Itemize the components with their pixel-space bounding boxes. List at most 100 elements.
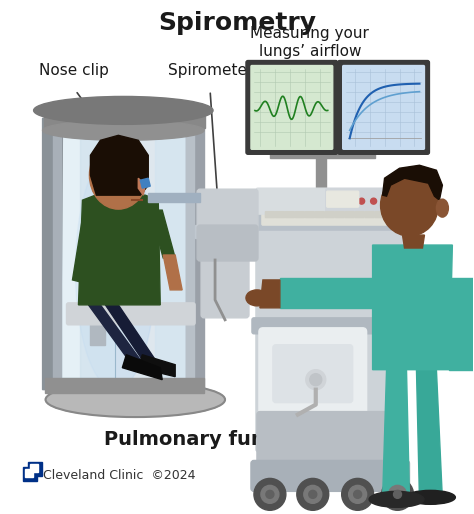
Polygon shape (163, 255, 182, 290)
FancyBboxPatch shape (343, 65, 424, 149)
Ellipse shape (90, 141, 147, 209)
Circle shape (310, 374, 322, 386)
FancyBboxPatch shape (365, 212, 374, 217)
FancyBboxPatch shape (197, 189, 258, 233)
Polygon shape (417, 370, 442, 499)
Text: Measuring your
lungs’ airflow: Measuring your lungs’ airflow (250, 26, 369, 59)
FancyBboxPatch shape (29, 465, 37, 472)
FancyBboxPatch shape (305, 212, 314, 217)
FancyBboxPatch shape (275, 212, 284, 217)
FancyBboxPatch shape (23, 467, 36, 482)
Polygon shape (270, 149, 320, 158)
Circle shape (389, 485, 407, 503)
FancyBboxPatch shape (262, 209, 393, 225)
Ellipse shape (46, 382, 225, 417)
FancyBboxPatch shape (201, 252, 249, 318)
Circle shape (261, 485, 279, 503)
FancyBboxPatch shape (325, 212, 334, 217)
Circle shape (304, 485, 322, 503)
Polygon shape (280, 278, 373, 308)
Circle shape (342, 479, 374, 510)
Polygon shape (122, 355, 162, 380)
Polygon shape (138, 355, 175, 377)
Circle shape (266, 490, 274, 499)
Ellipse shape (34, 97, 213, 124)
Polygon shape (383, 370, 410, 499)
Circle shape (297, 479, 329, 510)
FancyBboxPatch shape (259, 328, 366, 416)
FancyBboxPatch shape (251, 65, 333, 149)
Polygon shape (81, 120, 190, 384)
Polygon shape (449, 278, 474, 370)
Ellipse shape (43, 120, 204, 140)
Polygon shape (200, 218, 212, 260)
Polygon shape (91, 320, 105, 345)
FancyBboxPatch shape (327, 191, 359, 207)
Circle shape (382, 479, 413, 510)
Polygon shape (195, 225, 230, 238)
Polygon shape (53, 118, 61, 390)
Polygon shape (373, 245, 452, 370)
Ellipse shape (381, 174, 438, 236)
FancyBboxPatch shape (25, 469, 33, 478)
Text: Nose clip: Nose clip (38, 64, 109, 79)
Ellipse shape (369, 491, 424, 507)
FancyBboxPatch shape (355, 212, 364, 217)
FancyBboxPatch shape (27, 463, 42, 476)
Ellipse shape (75, 150, 155, 390)
Polygon shape (383, 165, 442, 200)
Circle shape (371, 198, 376, 204)
Polygon shape (320, 149, 374, 158)
Text: Spirometer: Spirometer (168, 64, 254, 79)
FancyBboxPatch shape (345, 212, 354, 217)
FancyBboxPatch shape (256, 188, 328, 214)
Circle shape (346, 198, 353, 204)
Circle shape (393, 490, 401, 499)
Text: Cleveland Clinic  ©2024: Cleveland Clinic ©2024 (43, 469, 195, 482)
Polygon shape (61, 125, 115, 378)
Polygon shape (155, 125, 200, 378)
Polygon shape (91, 135, 148, 195)
FancyBboxPatch shape (285, 212, 294, 217)
FancyBboxPatch shape (335, 212, 344, 217)
Circle shape (254, 479, 286, 510)
Polygon shape (260, 280, 280, 308)
FancyBboxPatch shape (66, 303, 195, 325)
Polygon shape (186, 118, 194, 390)
Circle shape (359, 198, 365, 204)
FancyBboxPatch shape (251, 461, 410, 491)
Polygon shape (105, 305, 155, 360)
Polygon shape (402, 235, 424, 248)
Circle shape (306, 370, 326, 390)
Polygon shape (148, 193, 200, 202)
Ellipse shape (246, 290, 268, 306)
Circle shape (349, 485, 366, 503)
FancyBboxPatch shape (252, 206, 409, 230)
Polygon shape (138, 178, 145, 195)
FancyBboxPatch shape (337, 61, 429, 154)
FancyBboxPatch shape (256, 218, 404, 451)
Polygon shape (140, 178, 150, 188)
Polygon shape (316, 131, 326, 212)
Circle shape (335, 198, 341, 204)
Text: Pulmonary function test: Pulmonary function test (104, 430, 370, 449)
FancyBboxPatch shape (265, 212, 274, 217)
FancyBboxPatch shape (257, 412, 401, 469)
Text: Spirometry: Spirometry (158, 11, 316, 34)
Polygon shape (186, 118, 204, 390)
Polygon shape (45, 378, 204, 393)
FancyBboxPatch shape (326, 188, 400, 214)
FancyBboxPatch shape (273, 345, 353, 402)
Circle shape (309, 490, 317, 499)
Ellipse shape (437, 199, 448, 217)
FancyBboxPatch shape (246, 61, 337, 154)
Polygon shape (150, 210, 175, 258)
Ellipse shape (405, 490, 456, 504)
Polygon shape (73, 218, 102, 285)
Polygon shape (79, 195, 160, 305)
Polygon shape (44, 113, 205, 128)
FancyBboxPatch shape (315, 212, 324, 217)
FancyBboxPatch shape (295, 212, 304, 217)
Polygon shape (43, 118, 63, 390)
Circle shape (354, 490, 362, 499)
